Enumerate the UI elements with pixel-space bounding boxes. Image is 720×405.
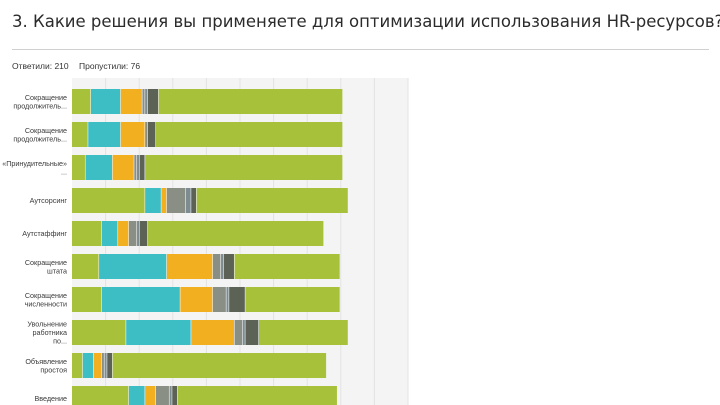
bar-segment[interactable]: [145, 122, 148, 147]
bar-segment[interactable]: [137, 155, 140, 180]
category-label: продолжитель...: [13, 101, 67, 110]
bar-segment[interactable]: [229, 287, 245, 312]
bar-segment[interactable]: [128, 386, 145, 405]
bar-segment[interactable]: [156, 386, 169, 405]
bar-segment[interactable]: [172, 386, 178, 405]
bar-segment[interactable]: [245, 320, 259, 345]
bar-segment[interactable]: [101, 287, 180, 312]
bars-layer: [72, 89, 348, 405]
bar-segment[interactable]: [242, 320, 245, 345]
bar-segment[interactable]: [72, 89, 91, 114]
bar-segment[interactable]: [72, 188, 145, 213]
category-label: «Принудительные»: [2, 159, 67, 168]
bar-segment[interactable]: [72, 353, 83, 378]
category-label: Введение: [34, 394, 67, 403]
bar-segment[interactable]: [134, 155, 137, 180]
bar-segment[interactable]: [93, 353, 102, 378]
bar-segment[interactable]: [145, 386, 156, 405]
bar-segment[interactable]: [118, 221, 129, 246]
bar-segment[interactable]: [107, 353, 113, 378]
bar-segment[interactable]: [139, 221, 148, 246]
bar-segment[interactable]: [72, 254, 99, 279]
bar-segment[interactable]: [185, 188, 191, 213]
category-labels: Сокращениепродолжитель...Сокращениепродо…: [2, 93, 67, 403]
bar-segment[interactable]: [156, 122, 343, 147]
bar-segment[interactable]: [191, 320, 234, 345]
category-label: Объявление: [25, 357, 67, 366]
bar-segment[interactable]: [99, 254, 167, 279]
category-label: Сокращение: [25, 126, 67, 135]
bar-segment[interactable]: [212, 287, 226, 312]
bar-segment[interactable]: [191, 188, 197, 213]
category-label: Сокращение: [25, 291, 67, 300]
bar-segment[interactable]: [139, 155, 145, 180]
bar-segment[interactable]: [223, 254, 234, 279]
bar-segment[interactable]: [161, 188, 167, 213]
response-stats: Ответили: 210 Пропустили: 76: [12, 61, 140, 71]
bar-segment[interactable]: [145, 89, 148, 114]
bar-segment[interactable]: [112, 353, 327, 378]
answered-count: Ответили: 210: [12, 61, 69, 71]
bar-segment[interactable]: [258, 320, 348, 345]
bar-segment[interactable]: [120, 89, 142, 114]
bar-segment[interactable]: [90, 89, 121, 114]
skipped-count: Пропустили: 76: [79, 61, 141, 71]
bar-segment[interactable]: [180, 287, 213, 312]
category-label: простоя: [40, 365, 67, 374]
category-label: работника: [32, 328, 67, 337]
bar-segment[interactable]: [245, 287, 340, 312]
bar-segment[interactable]: [126, 320, 191, 345]
category-label: Аутстаффинг: [22, 229, 67, 238]
category-label: ...: [61, 167, 67, 176]
bar-segment[interactable]: [147, 122, 156, 147]
bar-segment[interactable]: [72, 221, 102, 246]
category-label: Сокращение: [25, 93, 67, 102]
bar-segment[interactable]: [72, 386, 129, 405]
category-label: численности: [25, 299, 67, 308]
bar-segment[interactable]: [158, 89, 343, 114]
category-label: штата: [47, 266, 67, 275]
bar-segment[interactable]: [234, 254, 340, 279]
bar-segment[interactable]: [145, 155, 343, 180]
bar-segment[interactable]: [85, 155, 113, 180]
category-label: Увольнение: [27, 320, 67, 329]
bar-segment[interactable]: [234, 320, 243, 345]
category-label: Сокращение: [25, 258, 67, 267]
bar-segment[interactable]: [221, 254, 224, 279]
bar-segment[interactable]: [72, 122, 88, 147]
category-label: продолжитель...: [13, 134, 67, 143]
bar-segment[interactable]: [72, 155, 85, 180]
bar-segment[interactable]: [72, 320, 126, 345]
bar-segment[interactable]: [88, 122, 121, 147]
bar-segment[interactable]: [137, 221, 140, 246]
bar-segment[interactable]: [120, 122, 145, 147]
bar-segment[interactable]: [128, 221, 137, 246]
bar-segment[interactable]: [177, 386, 337, 405]
bar-segment[interactable]: [166, 188, 186, 213]
bar-segment[interactable]: [145, 188, 161, 213]
category-label: Аутсорсинг: [30, 196, 68, 205]
bar-segment[interactable]: [72, 287, 102, 312]
bar-segment[interactable]: [147, 221, 324, 246]
bar-segment[interactable]: [101, 353, 104, 378]
bar-segment[interactable]: [169, 386, 172, 405]
bar-segment[interactable]: [82, 353, 94, 378]
bar-segment[interactable]: [226, 287, 229, 312]
bar-segment[interactable]: [147, 89, 159, 114]
bar-segment[interactable]: [212, 254, 221, 279]
bar-segment[interactable]: [101, 221, 118, 246]
bar-segment[interactable]: [112, 155, 134, 180]
bar-segment[interactable]: [104, 353, 107, 378]
bar-segment[interactable]: [196, 188, 348, 213]
page-title: 3. Какие решения вы применяете для оптим…: [12, 12, 720, 31]
category-label: по...: [53, 337, 67, 346]
bar-segment[interactable]: [166, 254, 213, 279]
bar-segment[interactable]: [142, 89, 145, 114]
title-divider: [12, 49, 709, 50]
